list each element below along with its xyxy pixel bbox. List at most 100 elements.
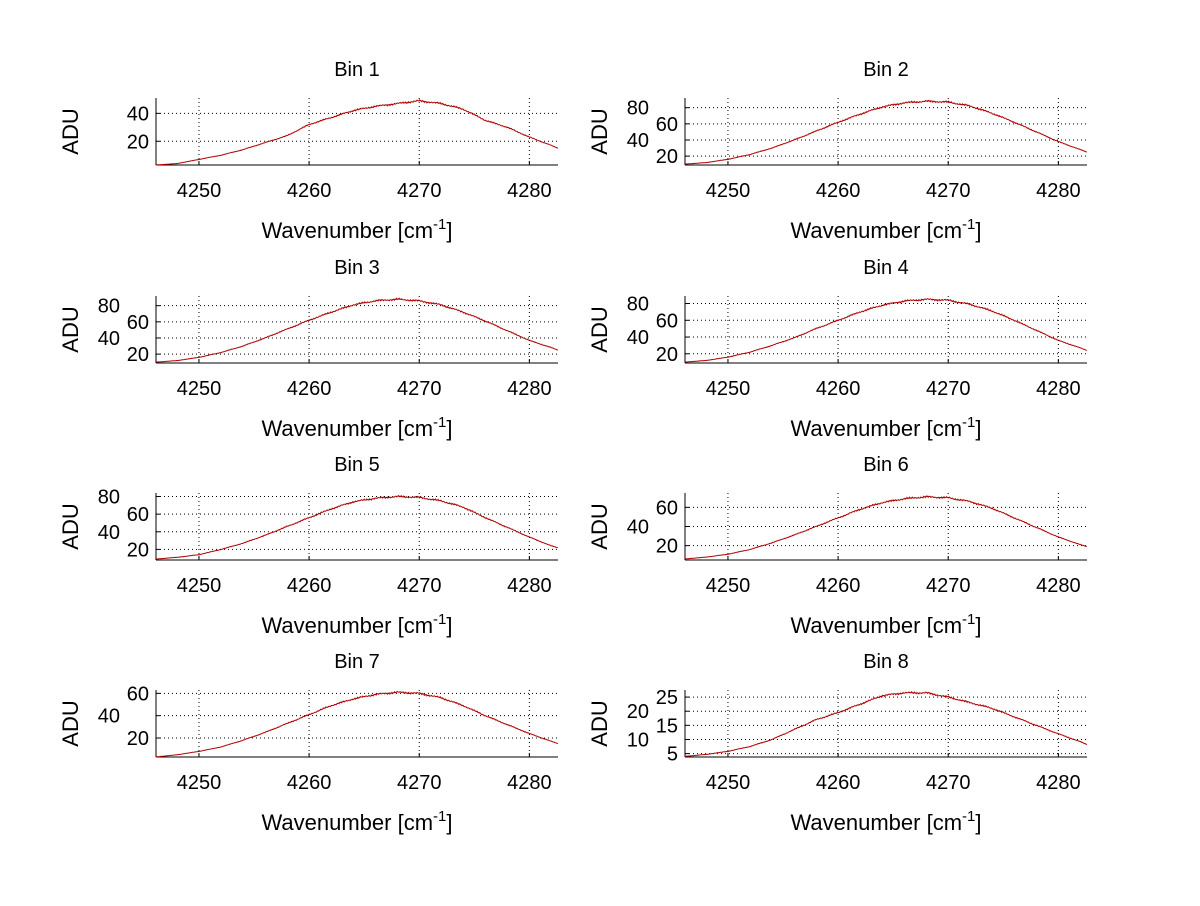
- x-tick-label: 4260: [816, 378, 861, 400]
- x-tick-label: 4280: [1036, 180, 1081, 202]
- y-axis-label: ADU: [58, 700, 83, 746]
- x-label-bracket: ]: [446, 613, 452, 638]
- x-label-superscript: -1: [433, 611, 446, 628]
- subplot-8: 4250 4260 4270 4280 5 10 15 20 25 Bin 8 Wavenumber…: [587, 651, 1088, 835]
- subplot-title: Bin 6: [863, 454, 909, 476]
- x-tick-label: 4260: [816, 180, 861, 202]
- subplot-title: Bin 8: [863, 651, 909, 673]
- x-label-superscript: -1: [433, 808, 446, 825]
- x-axis-label: Wavenumber [cm-1]: [261, 414, 452, 441]
- subplot-title: Bin 2: [863, 59, 909, 81]
- y-tick-label: 20: [127, 131, 149, 153]
- x-label-superscript: -1: [962, 216, 975, 233]
- x-tick-label: 4260: [287, 772, 332, 794]
- x-tick-label: 4250: [177, 180, 222, 202]
- y-tick-label: 40: [627, 327, 649, 349]
- x-label-superscript: -1: [433, 216, 446, 233]
- y-tick-label: 15: [656, 715, 678, 737]
- x-label-bracket: ]: [446, 416, 452, 441]
- x-tick-label: 4260: [816, 575, 861, 597]
- y-tick-label: 80: [98, 487, 120, 509]
- x-label-text: Wavenumber [cm: [261, 218, 433, 243]
- spectrum-line: [684, 690, 1088, 757]
- x-label-text: Wavenumber [cm: [790, 218, 962, 243]
- x-axis-label: Wavenumber [cm-1]: [790, 216, 981, 243]
- x-tick-label: 4280: [1036, 772, 1081, 794]
- x-axis-label: Wavenumber [cm-1]: [790, 808, 981, 835]
- x-tick-label: 4250: [177, 378, 222, 400]
- x-tick-label: 4280: [507, 772, 552, 794]
- subplot-7: 4250 4260 4270 4280 20 40 60 Bin 7 Wavenumber [c…: [58, 651, 559, 835]
- x-tick-label: 4250: [706, 180, 751, 202]
- y-tick-label: 60: [656, 310, 678, 332]
- subplot-title: Bin 7: [334, 651, 380, 673]
- x-label-bracket: ]: [975, 613, 981, 638]
- y-tick-label: 60: [127, 312, 149, 334]
- x-label-superscript: -1: [962, 808, 975, 825]
- x-axis-label: Wavenumber [cm-1]: [261, 216, 452, 243]
- x-label-text: Wavenumber [cm: [261, 613, 433, 638]
- y-tick-label: 80: [627, 98, 649, 120]
- spectrum-line: [156, 494, 558, 560]
- y-tick-label: 10: [627, 729, 649, 751]
- y-tick-label: 20: [127, 344, 149, 366]
- y-tick-label: 60: [656, 114, 678, 136]
- spectrum-line: [155, 297, 558, 363]
- y-tick-label: 60: [127, 504, 149, 526]
- spectrum-line: [685, 298, 1087, 363]
- y-axis-label: ADU: [587, 503, 612, 549]
- x-tick-label: 4270: [397, 575, 442, 597]
- x-tick-label: 4280: [507, 575, 552, 597]
- x-tick-label: 4270: [926, 575, 971, 597]
- y-tick-label: 40: [98, 328, 120, 350]
- x-axis-label: Wavenumber [cm-1]: [261, 611, 452, 638]
- y-tick-label: 80: [98, 296, 120, 318]
- x-label-bracket: ]: [446, 810, 452, 835]
- x-tick-label: 4250: [177, 575, 222, 597]
- x-label-text: Wavenumber [cm: [261, 810, 433, 835]
- y-axis-label: ADU: [587, 306, 612, 352]
- subplot-title: Bin 5: [334, 454, 380, 476]
- spectrum-line: [156, 99, 559, 166]
- y-tick-label: 25: [656, 687, 678, 709]
- x-axis-label: Wavenumber [cm-1]: [790, 414, 981, 441]
- x-tick-label: 4270: [926, 772, 971, 794]
- y-tick-label: 60: [656, 497, 678, 519]
- x-axis-label: Wavenumber [cm-1]: [261, 808, 452, 835]
- x-tick-label: 4260: [287, 180, 332, 202]
- x-tick-label: 4260: [287, 378, 332, 400]
- x-tick-label: 4260: [816, 772, 861, 794]
- x-label-text: Wavenumber [cm: [790, 416, 962, 441]
- y-axis-label: ADU: [587, 700, 612, 746]
- x-label-text: Wavenumber [cm: [261, 416, 433, 441]
- y-tick-label: 40: [98, 706, 120, 728]
- x-tick-label: 4270: [397, 378, 442, 400]
- subplot-3: 4250 4260 4270 4280 20 40 60 80 Bin 3 Wavenumber …: [58, 257, 558, 441]
- y-tick-label: 60: [127, 683, 149, 705]
- x-tick-label: 4280: [507, 378, 552, 400]
- x-tick-label: 4280: [1036, 575, 1081, 597]
- x-tick-label: 4250: [706, 772, 751, 794]
- spectrum-line: [684, 99, 1088, 165]
- y-tick-label: 5: [667, 744, 678, 766]
- y-tick-label: 40: [127, 103, 149, 125]
- x-tick-label: 4250: [177, 772, 222, 794]
- y-tick-label: 20: [656, 344, 678, 366]
- subplot-title: Bin 1: [334, 59, 380, 81]
- x-tick-label: 4280: [507, 180, 552, 202]
- x-tick-label: 4270: [397, 772, 442, 794]
- y-axis-label: ADU: [587, 108, 612, 154]
- subplot-1: 4250 4260 4270 4280 20 40 Bin 1 Wavenumber [cm-…: [58, 59, 559, 243]
- y-axis-label: ADU: [58, 503, 83, 549]
- x-label-bracket: ]: [975, 810, 981, 835]
- y-axis-label: ADU: [58, 108, 83, 154]
- y-tick-label: 20: [127, 539, 149, 561]
- x-label-superscript: -1: [962, 611, 975, 628]
- subplot-4: 4250 4260 4270 4280 20 40 60 80 Bin 4 Wavenumber …: [587, 257, 1087, 441]
- subplot-6: 4250 4260 4270 4280 20 40 60 Bin 6 Wavenumber [c…: [587, 454, 1087, 638]
- subplot-5: 4250 4260 4270 4280 20 40 60 80 Bin 5 Wavenumber …: [58, 454, 558, 638]
- subplot-title: Bin 3: [334, 257, 380, 279]
- x-label-superscript: -1: [433, 414, 446, 431]
